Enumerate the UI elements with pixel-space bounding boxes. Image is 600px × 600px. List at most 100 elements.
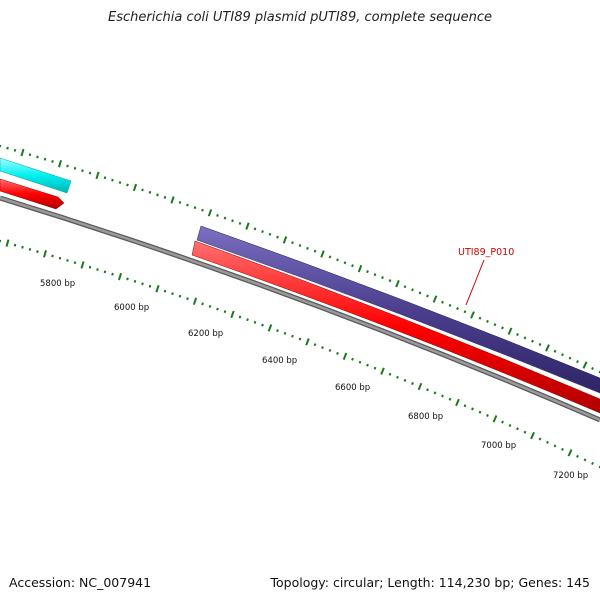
- outer-minor-tick: [343, 261, 347, 265]
- outer-minor-tick: [493, 323, 497, 327]
- outer-major-tick: [357, 264, 363, 273]
- inner-minor-tick: [73, 261, 77, 265]
- outer-minor-tick: [313, 249, 317, 253]
- inner-minor-tick: [591, 461, 594, 465]
- outer-minor-tick: [201, 208, 204, 212]
- scale-label-6800: 6800 bp: [408, 412, 443, 422]
- outer-minor-tick: [403, 285, 407, 289]
- outer-major-tick: [582, 361, 588, 369]
- inner-minor-tick: [546, 440, 549, 444]
- outer-major-tick: [282, 236, 288, 244]
- inner-minor-tick: [171, 292, 174, 296]
- outer-minor-tick: [411, 288, 414, 292]
- outer-major-tick: [170, 196, 175, 204]
- inner-minor-tick: [501, 420, 504, 424]
- inner-minor-tick: [486, 413, 489, 417]
- inner-minor-tick: [88, 265, 92, 269]
- gene-utI89-p010[interactable]: [196, 225, 600, 394]
- inner-minor-tick: [523, 430, 527, 434]
- outer-minor-tick: [81, 169, 84, 173]
- inner-major-tick: [492, 415, 498, 423]
- outer-minor-tick: [148, 190, 152, 194]
- inner-minor-tick: [111, 272, 114, 276]
- outer-major-tick: [207, 209, 213, 217]
- outer-minor-tick: [516, 333, 519, 337]
- outer-minor-tick: [306, 246, 309, 250]
- inner-minor-tick: [238, 315, 242, 319]
- outer-major-tick: [507, 327, 513, 335]
- inner-major-tick: [230, 310, 235, 319]
- inner-minor-tick: [186, 297, 189, 301]
- inner-minor-tick: [396, 375, 399, 379]
- inner-minor-tick: [133, 279, 137, 283]
- scale-label-5800: 5800 bp: [40, 279, 75, 289]
- inner-minor-tick: [576, 454, 579, 458]
- inner-major-tick: [380, 367, 385, 375]
- inner-minor-tick: [283, 331, 287, 335]
- inner-major-tick: [155, 284, 160, 293]
- outer-minor-tick: [13, 148, 17, 152]
- gene-callout-label[interactable]: UTI89_P010: [458, 247, 514, 258]
- topology-summary: Topology: circular; Length: 114,230 bp; …: [270, 575, 591, 590]
- gene-cyan-fragment[interactable]: [0, 157, 72, 194]
- scale-label-7200: 7200 bp: [553, 471, 588, 481]
- inner-minor-tick: [126, 277, 129, 281]
- outer-minor-tick: [426, 294, 429, 298]
- inner-minor-tick: [253, 320, 257, 324]
- inner-minor-tick: [223, 310, 227, 314]
- outer-minor-tick: [223, 216, 227, 220]
- outer-minor-tick: [298, 244, 302, 247]
- outer-minor-tick: [568, 356, 572, 360]
- outer-major-tick: [395, 279, 400, 288]
- scale-label-6200: 6200 bp: [188, 329, 223, 339]
- inner-minor-tick: [163, 289, 167, 293]
- inner-minor-tick: [246, 318, 249, 322]
- inner-minor-tick: [291, 334, 294, 338]
- inner-minor-tick: [366, 363, 369, 367]
- outer-major-tick: [95, 171, 100, 180]
- outer-major-tick: [470, 311, 475, 319]
- outer-minor-tick: [576, 360, 579, 364]
- inner-tick-ring: [0, 239, 600, 469]
- outer-minor-tick: [441, 300, 444, 304]
- inner-major-tick: [567, 449, 573, 457]
- inner-minor-tick: [478, 410, 482, 414]
- outer-minor-tick: [328, 255, 332, 259]
- outer-minor-tick: [531, 339, 534, 343]
- outer-minor-tick: [261, 230, 264, 234]
- outer-minor-tick: [126, 183, 129, 187]
- outer-minor-tick: [486, 319, 489, 323]
- gene-red-reverse-long[interactable]: [191, 240, 600, 414]
- inner-minor-tick: [208, 304, 212, 308]
- outer-minor-tick: [111, 178, 114, 182]
- inner-major-tick: [305, 338, 310, 346]
- inner-minor-tick: [553, 444, 557, 448]
- outer-minor-tick: [538, 343, 542, 347]
- outer-major-tick: [132, 183, 138, 192]
- inner-minor-tick: [313, 343, 317, 347]
- inner-minor-tick: [448, 397, 452, 401]
- map-title: Escherichia coli UTI89 plasmid pUTI89, c…: [108, 10, 492, 25]
- outer-major-tick: [245, 222, 250, 230]
- inner-minor-tick: [51, 254, 54, 258]
- outer-minor-tick: [268, 232, 272, 236]
- outer-minor-tick: [381, 276, 384, 280]
- outer-minor-tick: [216, 213, 219, 217]
- inner-minor-tick: [583, 458, 587, 462]
- outer-major-tick: [57, 160, 63, 168]
- inner-minor-tick: [36, 250, 39, 254]
- inner-minor-tick: [141, 282, 144, 286]
- outer-minor-tick: [561, 353, 564, 357]
- inner-minor-tick: [471, 407, 474, 411]
- gene-red-fragment[interactable]: [0, 178, 65, 210]
- inner-minor-tick: [328, 348, 332, 352]
- outer-minor-tick: [351, 264, 354, 268]
- inner-minor-tick: [21, 245, 24, 249]
- scale-label-7000: 7000 bp: [481, 441, 516, 451]
- outer-major-tick: [432, 295, 438, 303]
- outer-minor-tick: [36, 155, 39, 159]
- scale-label-6600: 6600 bp: [335, 383, 370, 393]
- outer-minor-tick: [276, 235, 279, 239]
- outer-tick-ring: [0, 144, 600, 374]
